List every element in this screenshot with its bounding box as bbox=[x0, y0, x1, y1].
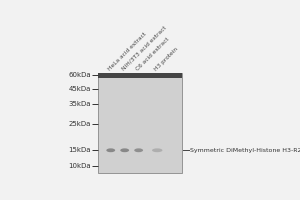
Ellipse shape bbox=[106, 148, 115, 152]
Text: 45kDa: 45kDa bbox=[69, 86, 91, 92]
Bar bbox=[98, 73, 182, 173]
Text: NIH/3T3 acid extract: NIH/3T3 acid extract bbox=[121, 25, 168, 72]
Text: HeLa acid extract: HeLa acid extract bbox=[107, 31, 148, 72]
Text: 15kDa: 15kDa bbox=[68, 147, 91, 153]
Bar bbox=[98, 73, 182, 78]
Text: H3 protein: H3 protein bbox=[154, 46, 179, 72]
Text: Symmetric DiMethyl-Histone H3-R26: Symmetric DiMethyl-Histone H3-R26 bbox=[190, 148, 300, 153]
Ellipse shape bbox=[152, 148, 163, 152]
Text: 60kDa: 60kDa bbox=[68, 72, 91, 78]
Text: 25kDa: 25kDa bbox=[69, 121, 91, 127]
Ellipse shape bbox=[134, 148, 143, 152]
Text: 35kDa: 35kDa bbox=[68, 101, 91, 107]
Ellipse shape bbox=[120, 148, 129, 152]
Text: C6 acid extract: C6 acid extract bbox=[135, 37, 170, 72]
Text: 10kDa: 10kDa bbox=[68, 163, 91, 169]
